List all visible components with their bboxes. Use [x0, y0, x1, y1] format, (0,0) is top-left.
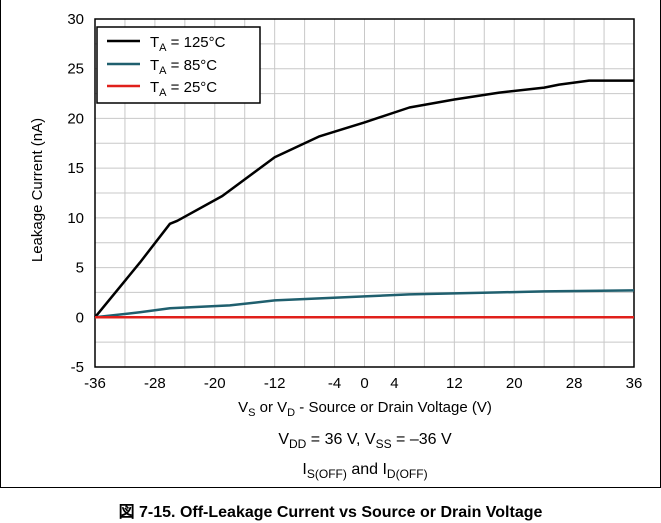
y-tick-label: 25 — [67, 61, 84, 78]
chart: -36 -28 -20 -12 -4 0 4 12 20 28 36 -5051015202530 … — [29, 11, 642, 481]
x-tick-label: -28 — [144, 375, 166, 392]
x-tick-label: 20 — [506, 375, 523, 392]
x-tick-label: 28 — [566, 375, 583, 392]
series-line-125c — [94, 79, 634, 319]
x-tick-label: 4 — [390, 375, 398, 392]
condition-supply: VDD = 36 V, VSS = –36 V — [278, 431, 452, 451]
x-tick-label: -12 — [264, 375, 286, 392]
y-tick-label: 10 — [67, 210, 84, 227]
x-tick-label: -20 — [204, 375, 226, 392]
x-axis-label: VS or VD - Source or Drain Voltage (V) — [238, 399, 492, 419]
legend-label-25c: TA = 25°C — [150, 79, 217, 99]
condition-measurement: IS(OFF) and ID(OFF) — [302, 461, 427, 481]
y-tick-labels: -5 0 5 10 15 20 25 30 — [67, 11, 84, 376]
x-tick-labels: -36 -28 -20 -12 -4 0 4 12 20 28 36 — [84, 375, 642, 392]
y-tick-label: 20 — [67, 110, 84, 127]
legend: TA = 125°C TA = 85°C TA = 25°C — [96, 26, 261, 104]
x-tick-label: -36 — [84, 375, 106, 392]
x-tick-label: 12 — [446, 375, 463, 392]
series-line-85c — [94, 289, 635, 319]
figure-caption: 図 7-15. Off-Leakage Current vs Source or… — [118, 504, 543, 521]
x-tick-label: 0 — [360, 375, 368, 392]
plot-area — [94, 18, 635, 368]
series-layer — [94, 79, 635, 319]
y-tick-label: 30 — [67, 11, 84, 28]
legend-label-85c: TA = 85°C — [150, 57, 217, 77]
x-tick-label: 36 — [626, 375, 643, 392]
legend-label-125c: TA = 125°C — [150, 34, 226, 54]
y-axis-label: Leakage Current (nA) — [29, 118, 46, 262]
y-tick-label: 15 — [67, 160, 84, 177]
y-tick-label: -5 — [71, 359, 84, 376]
y-tick-label: 5 — [76, 260, 84, 277]
x-tick-label: -4 — [328, 375, 341, 392]
y-tick-label: 0 — [76, 309, 84, 326]
